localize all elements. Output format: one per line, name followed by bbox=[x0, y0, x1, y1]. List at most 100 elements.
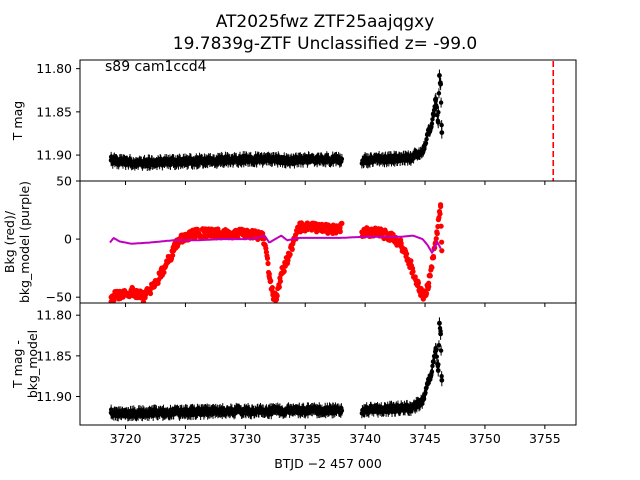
y-tick-label: 11.80 bbox=[36, 61, 72, 76]
x-tick-label: 3755 bbox=[529, 431, 561, 446]
bkg-point bbox=[438, 223, 444, 229]
bkg-point bbox=[289, 246, 295, 253]
x-tick-label: 3735 bbox=[289, 431, 321, 446]
data-point bbox=[439, 377, 445, 383]
data-point bbox=[290, 157, 296, 163]
data-point bbox=[151, 413, 156, 419]
data-point bbox=[434, 354, 439, 359]
bkg-point bbox=[268, 278, 274, 284]
y-tick-label: 11.90 bbox=[36, 389, 72, 404]
bkg-point bbox=[434, 230, 440, 236]
y-axis-label: T mag bbox=[10, 101, 25, 141]
data-point bbox=[435, 119, 441, 125]
data-point bbox=[171, 410, 176, 416]
data-point bbox=[436, 110, 441, 115]
bkg-point bbox=[337, 224, 343, 231]
title-line-2: 19.7839g-ZTF Unclassified z= -99.0 bbox=[173, 34, 478, 54]
data-point bbox=[439, 130, 445, 136]
y-tick-label: 0 bbox=[64, 232, 72, 247]
y-tick-label: 11.85 bbox=[36, 348, 72, 363]
panel-middle-background: −50 0 50 Bkg (red)/bkg_model (purple) bbox=[2, 174, 577, 307]
bkg-point bbox=[439, 239, 445, 245]
plot-area-bottom bbox=[108, 317, 445, 422]
data-point bbox=[195, 158, 200, 164]
bkg-point bbox=[270, 292, 276, 298]
data-point bbox=[171, 159, 176, 165]
data-point bbox=[195, 409, 200, 415]
data-point bbox=[147, 410, 152, 416]
bkg-point bbox=[265, 260, 271, 267]
bkg-point bbox=[429, 264, 435, 271]
data-point bbox=[438, 81, 444, 87]
x-axis-label: BTJD −2 457 000 bbox=[274, 456, 382, 471]
bkg-point bbox=[218, 230, 224, 236]
bkg-point bbox=[296, 224, 302, 231]
data-point bbox=[147, 160, 152, 166]
bkg-point bbox=[278, 271, 284, 277]
x-tick-label: 3745 bbox=[409, 431, 441, 446]
x-tick-label: 3750 bbox=[469, 431, 501, 446]
bkg-point bbox=[266, 271, 272, 277]
data-point bbox=[123, 411, 128, 417]
data-point bbox=[436, 343, 442, 348]
y-tick-label: 11.90 bbox=[36, 148, 72, 163]
data-point bbox=[266, 408, 272, 414]
bkg-point bbox=[421, 294, 427, 300]
data-point bbox=[254, 160, 259, 165]
data-point bbox=[361, 407, 367, 413]
bkg-point bbox=[269, 285, 275, 291]
bkg-point bbox=[170, 252, 176, 258]
data-point bbox=[428, 372, 434, 378]
data-point bbox=[433, 346, 439, 352]
bkg-point bbox=[427, 273, 433, 279]
data-point bbox=[438, 348, 444, 353]
panel-bottom-tmag-minus-bkg: 11.80 11.85 11.90 3720 3725 3730 3735 3740 3745 3… bbox=[10, 302, 577, 471]
bkg-point bbox=[242, 230, 248, 236]
bkg-point bbox=[383, 229, 389, 235]
data-point bbox=[437, 73, 442, 78]
data-point bbox=[416, 401, 422, 407]
data-point bbox=[242, 156, 248, 162]
bkg-point bbox=[415, 282, 421, 289]
bkg-point bbox=[147, 290, 154, 297]
bkg-point bbox=[285, 257, 291, 264]
bkg-point bbox=[439, 248, 445, 254]
data-point bbox=[431, 111, 436, 116]
title-line-1: AT2025fwz ZTF25aajqgxy bbox=[216, 12, 435, 32]
bkg-point bbox=[164, 259, 171, 265]
data-point bbox=[425, 381, 430, 387]
bkg-point bbox=[408, 258, 414, 264]
bkg-point bbox=[423, 290, 430, 297]
bkg-point bbox=[398, 242, 404, 248]
bkg-point bbox=[314, 224, 320, 231]
bkg-point bbox=[361, 229, 367, 235]
data-point bbox=[431, 359, 436, 364]
data-point bbox=[428, 125, 434, 130]
data-point bbox=[408, 155, 414, 161]
bkg-point bbox=[332, 227, 338, 233]
data-point bbox=[408, 405, 414, 411]
bkg-point bbox=[285, 253, 292, 260]
data-point bbox=[416, 150, 422, 156]
bkg-point bbox=[194, 230, 201, 236]
data-point bbox=[314, 407, 320, 413]
x-tick-label: 3720 bbox=[110, 431, 142, 446]
plot-area-top bbox=[108, 61, 555, 181]
bkg-point bbox=[277, 278, 284, 284]
data-point bbox=[242, 408, 248, 414]
bkg-point bbox=[374, 229, 380, 235]
data-point bbox=[421, 146, 427, 152]
data-point bbox=[435, 368, 441, 373]
bkg-point bbox=[433, 235, 439, 242]
data-point bbox=[361, 157, 367, 163]
y-tick-label: 50 bbox=[56, 174, 72, 189]
data-point bbox=[437, 320, 442, 326]
data-point bbox=[392, 156, 398, 161]
bkg-point bbox=[437, 211, 443, 217]
panel-top-tmag: 11.80 11.85 11.90 T mag bbox=[10, 59, 577, 185]
axes-frame-bottom bbox=[79, 302, 577, 426]
data-point bbox=[436, 362, 441, 367]
bkg-point bbox=[426, 280, 432, 286]
y-tick-label: −50 bbox=[46, 290, 72, 305]
